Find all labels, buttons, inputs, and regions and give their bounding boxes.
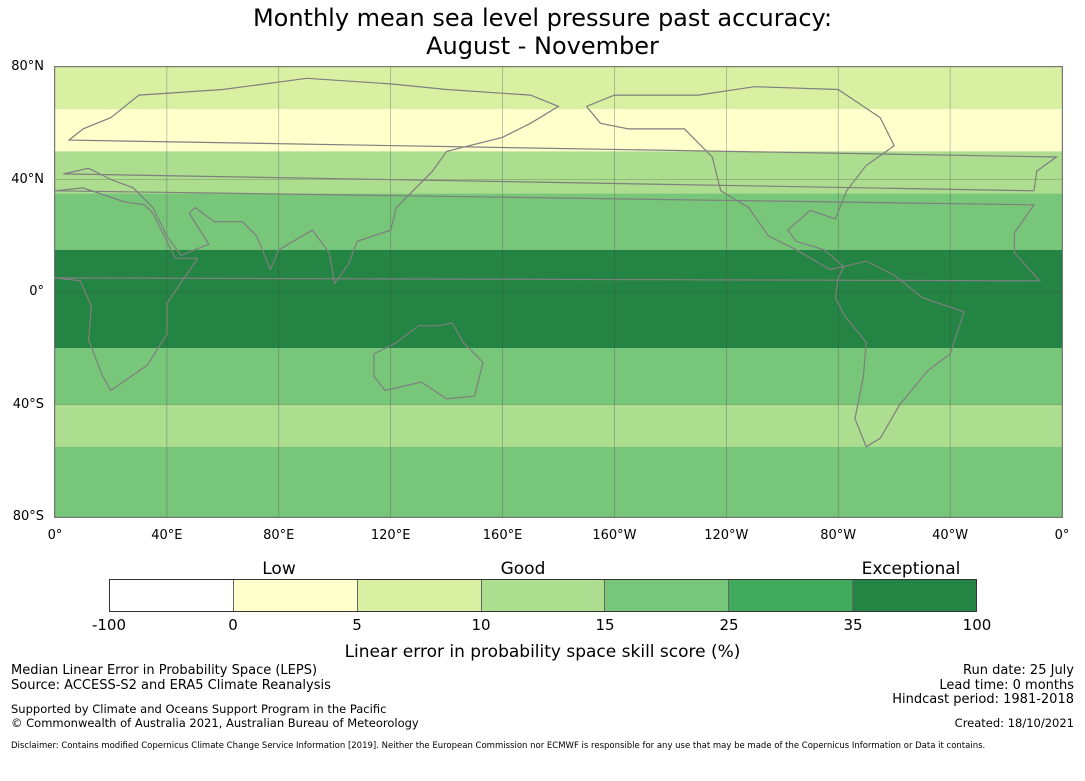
- colorbar-label: Linear error in probability space skill …: [344, 642, 741, 662]
- coastline-africa: [55, 187, 1041, 392]
- lon-label-7: 80°W: [820, 528, 857, 543]
- method-text: Median Linear Error in Probability Space…: [11, 663, 318, 678]
- hindcast-period: Hindcast period: 1981-2018: [892, 692, 1074, 707]
- skill-band-4: [55, 249, 1062, 349]
- lon-label-2: 80°E: [263, 528, 295, 543]
- title-line-1: Monthly mean sea level pressure past acc…: [252, 4, 833, 32]
- colorbar-segment-0: [110, 580, 234, 611]
- colorbar-segment-6: [853, 580, 977, 611]
- colorbar-tick-5: 25: [719, 616, 739, 634]
- colorbar-segment-1: [233, 580, 358, 611]
- skill-band-5: [55, 348, 1062, 405]
- coastline-europe-asia: [63, 77, 1059, 286]
- lat-label-4: 80°S: [12, 509, 44, 524]
- coastline-south-america: [834, 260, 965, 448]
- category-good: Good: [500, 559, 546, 579]
- colorbar-segment-2: [357, 580, 482, 611]
- colorbar-segment-5: [729, 580, 854, 611]
- lat-label-3: 40°S: [12, 396, 44, 412]
- category-low: Low: [262, 559, 296, 579]
- colorbar-segment-4: [605, 580, 730, 611]
- colorbar-tick-3: 10: [471, 616, 491, 634]
- skill-band-1: [55, 109, 1062, 152]
- lat-label-2: 0°: [29, 284, 44, 299]
- colorbar: [109, 579, 977, 612]
- colorbar-tick-0: -100: [91, 616, 127, 634]
- colorbar-tick-7: 100: [962, 616, 992, 634]
- source-text: Source: ACCESS-S2 and ERA5 Climate Reana…: [11, 678, 331, 693]
- created-date: Created: 18/10/2021: [954, 716, 1074, 730]
- skill-map: [54, 66, 1063, 518]
- copyright-text: © Commonwealth of Australia 2021, Austra…: [11, 716, 419, 730]
- colorbar-tick-1: 0: [228, 616, 238, 634]
- lead-time: Lead time: 0 months: [939, 678, 1074, 693]
- skill-band-7: [55, 446, 1062, 517]
- skill-band-6: [55, 404, 1062, 447]
- colorbar-tick-4: 15: [595, 616, 615, 634]
- skill-band-3: [55, 193, 1062, 250]
- lon-label-9: 0°: [1054, 528, 1070, 543]
- lon-label-3: 120°E: [370, 528, 411, 543]
- title-line-2: August - November: [426, 32, 659, 60]
- skill-band-0: [55, 67, 1062, 110]
- category-exceptional: Exceptional: [861, 559, 961, 579]
- lon-label-4: 160°E: [482, 528, 523, 543]
- colorbar-tick-6: 35: [843, 616, 863, 634]
- support-text: Supported by Climate and Oceans Support …: [11, 702, 387, 716]
- skill-band-2: [55, 151, 1062, 194]
- coastline-australia: [373, 322, 484, 400]
- colorbar-segment-3: [481, 580, 606, 611]
- chart-title: Monthly mean sea level pressure past acc…: [0, 4, 1085, 60]
- run-date: Run date: 25 July: [963, 663, 1074, 678]
- colorbar-tick-2: 5: [352, 616, 362, 634]
- disclaimer-text: Disclaimer: Contains modified Copernicus…: [11, 741, 986, 751]
- coastline-north-america: [586, 86, 895, 271]
- lon-label-8: 40°W: [932, 528, 969, 543]
- lon-label-6: 120°W: [704, 528, 749, 543]
- lon-label-1: 40°E: [151, 528, 183, 543]
- lat-label-0: 80°N: [11, 59, 44, 74]
- map-canvas: [55, 67, 1062, 517]
- lon-label-0: 0°: [47, 528, 63, 543]
- lon-label-5: 160°W: [592, 528, 637, 543]
- lat-label-1: 40°N: [11, 171, 44, 187]
